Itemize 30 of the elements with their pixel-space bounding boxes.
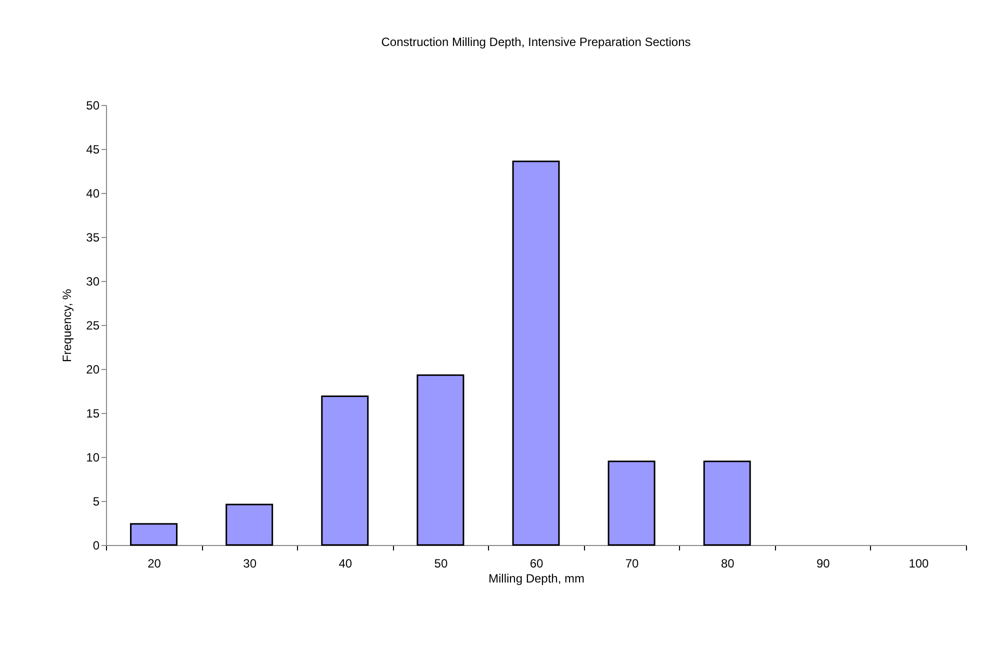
bar xyxy=(321,396,369,546)
x-tick-label: 90 xyxy=(816,556,830,570)
bar xyxy=(703,460,751,546)
x-tick-label: 20 xyxy=(148,556,162,570)
x-tick-label: 80 xyxy=(720,556,735,570)
bar xyxy=(608,460,656,546)
y-tick-label: 50 xyxy=(86,98,100,112)
y-tick-label: 30 xyxy=(86,274,100,288)
bar xyxy=(416,374,464,546)
x-tick-label: 30 xyxy=(243,556,257,570)
bar xyxy=(130,523,178,546)
y-tick-label: 15 xyxy=(86,406,100,420)
y-tick-label: 40 xyxy=(86,186,100,200)
y-tick-label: 0 xyxy=(92,538,100,552)
x-tick-label: 100 xyxy=(908,556,930,570)
x-tick-label: 40 xyxy=(338,556,352,570)
y-tick-label: 25 xyxy=(86,318,100,332)
bar xyxy=(512,160,560,546)
bar xyxy=(226,504,274,546)
y-tick-label: 35 xyxy=(86,230,100,244)
y-tick-label: 45 xyxy=(86,142,100,156)
x-tick-label: 70 xyxy=(625,556,640,570)
y-tick-label: 5 xyxy=(92,494,100,508)
y-axis-title: Frequency, % xyxy=(60,288,74,362)
chart-title: Construction Milling Depth, Intensive Preparation Sections xyxy=(381,35,691,49)
y-tick-label: 10 xyxy=(86,450,100,464)
x-axis-title: Milling Depth, mm xyxy=(488,572,585,586)
x-tick-label: 60 xyxy=(530,556,544,570)
x-tick-label: 50 xyxy=(434,556,448,570)
y-tick-label: 20 xyxy=(86,362,100,376)
